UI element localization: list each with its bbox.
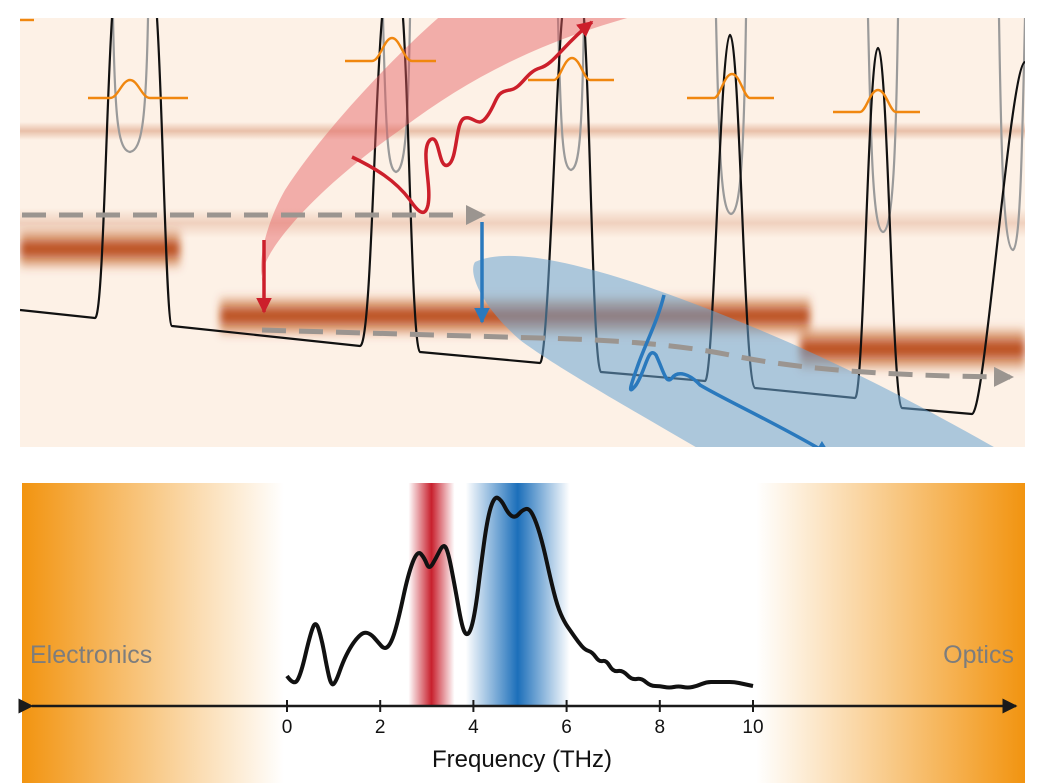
x-axis-title: Frequency (THz) bbox=[432, 746, 612, 773]
tick-label-2: 2 bbox=[375, 717, 386, 738]
blue-beam bbox=[473, 255, 994, 447]
gaussian-3 bbox=[528, 56, 614, 82]
tick-label-4: 4 bbox=[468, 717, 479, 738]
tick-label-10: 10 bbox=[742, 717, 763, 738]
blue-frequency-band bbox=[465, 483, 570, 706]
gaussian-4 bbox=[687, 72, 774, 100]
gaussian-1 bbox=[88, 78, 188, 100]
gray-potential-curve bbox=[111, 18, 1025, 252]
red-frequency-band bbox=[408, 483, 455, 706]
right-label: Optics bbox=[943, 641, 1014, 669]
top-panel bbox=[20, 18, 1025, 447]
band-left bbox=[20, 227, 180, 271]
left-label: Electronics bbox=[30, 641, 152, 669]
gaussian-2 bbox=[345, 36, 436, 63]
tick-label-0: 0 bbox=[282, 717, 293, 738]
tick-label-6: 6 bbox=[561, 717, 572, 738]
tick-label-8: 8 bbox=[655, 717, 666, 738]
gaussian-5 bbox=[833, 88, 920, 114]
gray-dashed-arrow-lower bbox=[261, 327, 1014, 387]
red-beam bbox=[261, 18, 628, 285]
electronics-region bbox=[22, 483, 284, 783]
spectrum-line bbox=[285, 495, 754, 690]
red-wave-arrow bbox=[351, 20, 594, 215]
bottom-panel: 0 2 4 6 8 10 Electronics Optics Frequency (TH… bbox=[18, 483, 1025, 783]
blue-wave-arrow bbox=[628, 294, 832, 447]
optics-region bbox=[756, 483, 1025, 783]
faint-band-upper bbox=[20, 122, 1025, 140]
axis-ticks: 0 2 4 6 8 10 bbox=[282, 700, 764, 738]
